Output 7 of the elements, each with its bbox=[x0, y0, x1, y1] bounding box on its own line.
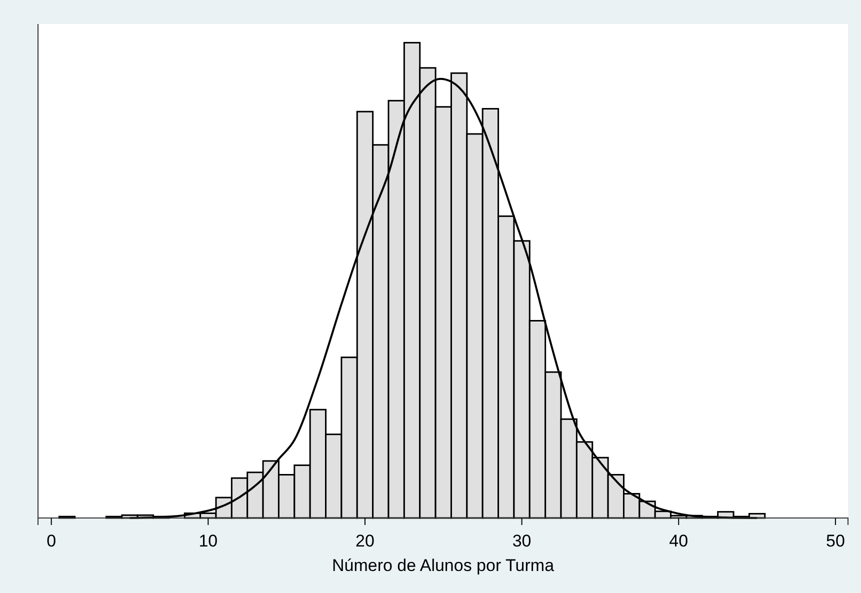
x-tick-label: 20 bbox=[356, 532, 374, 551]
x-tick-label: 40 bbox=[669, 532, 688, 551]
x-tick-label: 50 bbox=[826, 532, 845, 551]
x-tick-label: 30 bbox=[512, 532, 532, 551]
x-axis-title: Número de Alunos por Turma bbox=[332, 556, 555, 575]
x-tick-label: 0 bbox=[46, 532, 56, 551]
x-tick-label: 10 bbox=[198, 532, 218, 551]
